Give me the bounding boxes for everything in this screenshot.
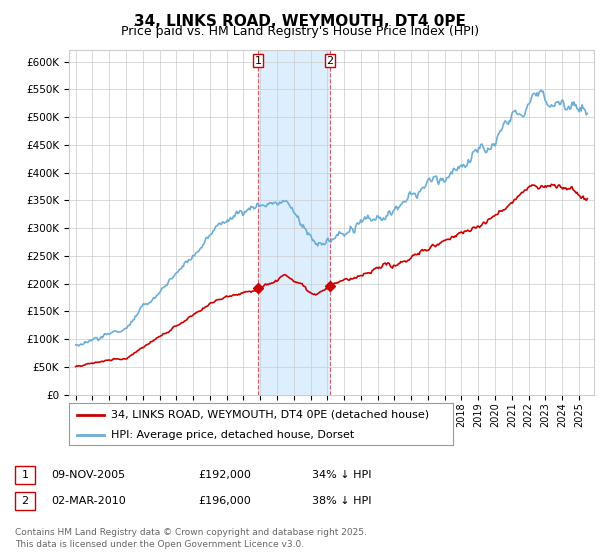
Text: Contains HM Land Registry data © Crown copyright and database right 2025.
This d: Contains HM Land Registry data © Crown c… xyxy=(15,528,367,549)
Text: 38% ↓ HPI: 38% ↓ HPI xyxy=(312,496,371,506)
Text: £196,000: £196,000 xyxy=(198,496,251,506)
Text: 34, LINKS ROAD, WEYMOUTH, DT4 0PE (detached house): 34, LINKS ROAD, WEYMOUTH, DT4 0PE (detac… xyxy=(111,410,430,420)
Bar xyxy=(258,50,330,395)
Text: 02-MAR-2010: 02-MAR-2010 xyxy=(51,496,126,506)
Text: 09-NOV-2005: 09-NOV-2005 xyxy=(51,470,125,480)
Text: 1: 1 xyxy=(254,55,262,66)
Text: Price paid vs. HM Land Registry's House Price Index (HPI): Price paid vs. HM Land Registry's House … xyxy=(121,25,479,38)
Text: 2: 2 xyxy=(326,55,334,66)
Text: 34% ↓ HPI: 34% ↓ HPI xyxy=(312,470,371,480)
Text: 34, LINKS ROAD, WEYMOUTH, DT4 0PE: 34, LINKS ROAD, WEYMOUTH, DT4 0PE xyxy=(134,14,466,29)
Text: 1: 1 xyxy=(22,470,28,480)
Text: £192,000: £192,000 xyxy=(198,470,251,480)
Text: 2: 2 xyxy=(22,496,28,506)
Text: HPI: Average price, detached house, Dorset: HPI: Average price, detached house, Dors… xyxy=(111,430,355,440)
